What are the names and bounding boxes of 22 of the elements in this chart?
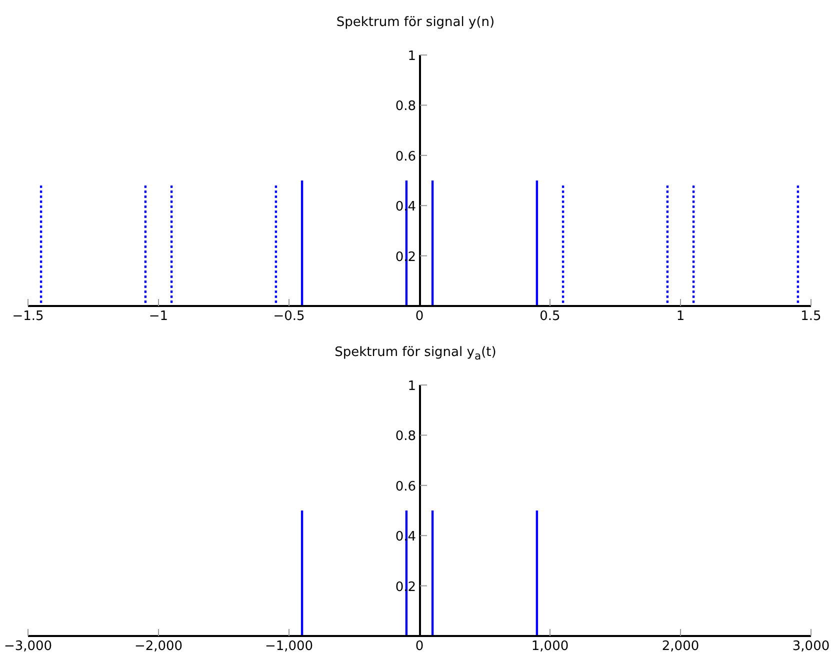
y-tick-label: 0.8 [394,429,416,444]
y-tick-label: 0.8 [394,99,416,114]
x-tick-label: 0 [415,639,424,654]
x-tick-label: −1.5 [12,309,44,324]
x-tick-label: 1,000 [531,639,569,654]
x-tick-label: 0.5 [540,309,560,324]
y-tick-label: 0.6 [394,479,416,494]
x-tick-label: 0 [415,309,424,324]
chart-title: Spektrum för signal y(n) [336,15,495,30]
x-tick-label: 1.5 [800,309,822,324]
y-tick-label: 0.6 [394,149,416,164]
y-tick-label: 1 [407,49,416,64]
x-tick-label: −2,000 [134,639,183,654]
x-tick-label: −0.5 [273,309,305,324]
x-tick-label: −1,000 [264,639,314,654]
x-tick-label: 2,000 [662,639,700,654]
x-tick-label: 1 [676,309,685,324]
x-tick-label: −3,000 [4,639,52,654]
chart-title: Spektrum för signal y$_{a}$(t) [334,345,496,363]
y-tick-label: 1 [407,379,416,394]
x-tick-label: −1 [148,309,168,324]
x-tick-label: 3,000 [792,639,830,654]
